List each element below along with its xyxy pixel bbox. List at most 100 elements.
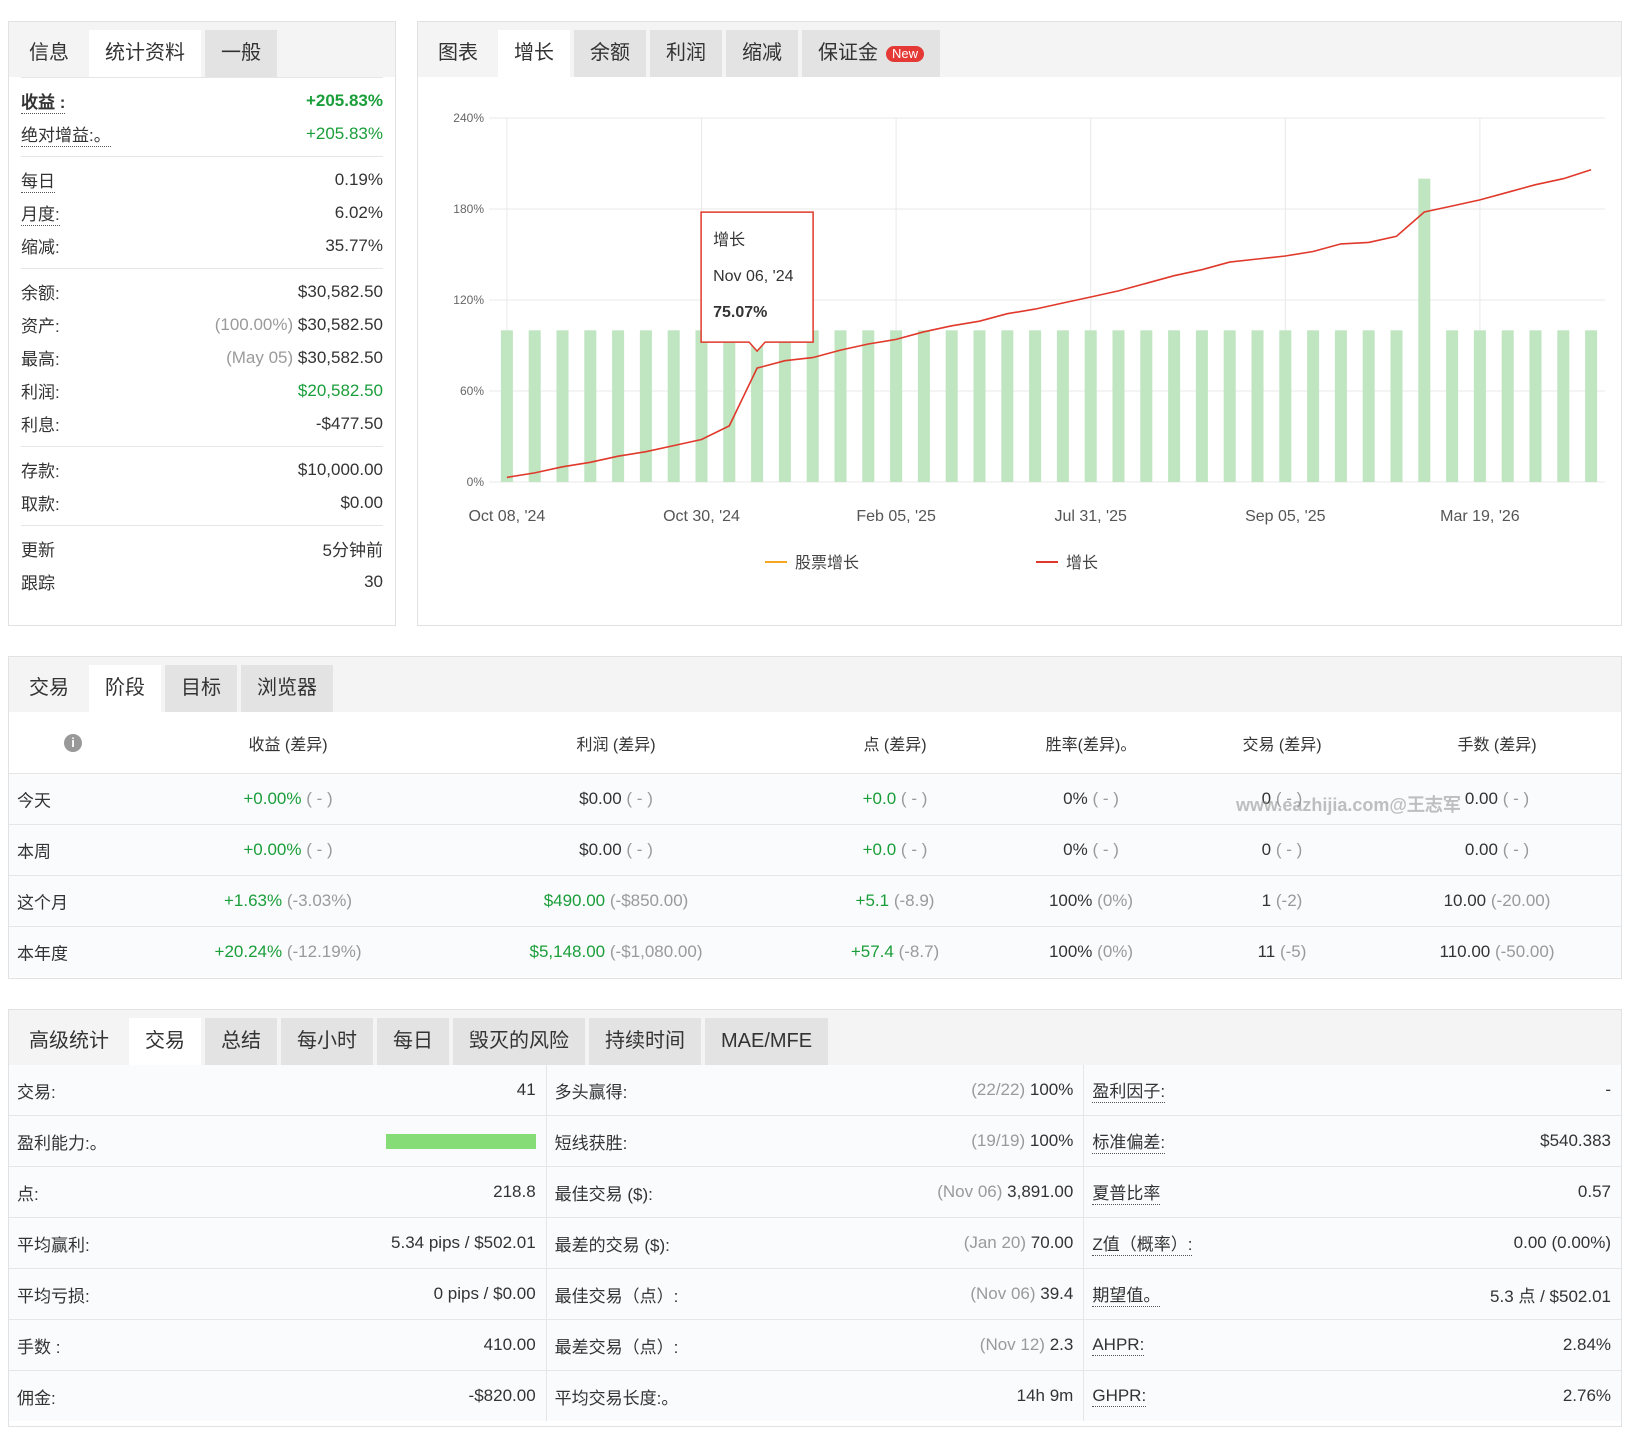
- x-tick-label: Mar 19, '26: [1440, 508, 1520, 525]
- x-tick-label: Jul 31, '25: [1054, 508, 1127, 525]
- value-wrap: 5.34 pips / $502.01: [391, 1233, 536, 1253]
- tab[interactable]: 缩减: [726, 30, 798, 77]
- stat-label: 跟踪: [21, 574, 55, 593]
- stats-cell: 多头赢得: (22/22) 100%: [545, 1065, 1084, 1115]
- bar: [1390, 330, 1403, 482]
- period-panel: 交易 阶段 目标 浏览器 i 收益 (差异) 利润 (差异) 点 (差异) 胜率(差异)。 交易 …: [8, 656, 1622, 979]
- value: 41: [516, 1080, 536, 1099]
- stat-label: 月度:: [21, 200, 60, 226]
- delta: ( - ): [1275, 840, 1303, 859]
- tab[interactable]: 阶段: [89, 665, 161, 712]
- stats-row: 手数 : 410.00 最差交易（点）: (Nov 12) 2.3 AHPR: 2.84%: [9, 1319, 1621, 1370]
- stat-label: 利润:: [21, 383, 60, 402]
- bar: [1168, 330, 1181, 482]
- tab[interactable]: 目标: [165, 665, 237, 712]
- stats-cell: 盈利因子: -: [1083, 1065, 1621, 1115]
- value: 100%: [1029, 1131, 1074, 1150]
- delta: (0%): [1097, 891, 1134, 910]
- bar: [751, 330, 764, 482]
- value: 35.77%: [325, 235, 383, 255]
- x-tick-label: Feb 05, '25: [856, 508, 936, 525]
- value-wrap: 14h 9m: [1017, 1386, 1074, 1406]
- value: 14h 9m: [1016, 1386, 1074, 1405]
- stat-label: 手数 :: [17, 1337, 61, 1357]
- table-cell: 0% ( - ): [1063, 789, 1119, 809]
- value-wrap: $10,000.00: [298, 460, 383, 480]
- line: [506, 169, 1592, 479]
- stat-label: 平均亏损:: [17, 1286, 90, 1306]
- stat-label: 缩减:: [21, 238, 60, 257]
- value: $0.00: [340, 492, 383, 512]
- value-wrap: 6.02%: [335, 203, 383, 223]
- tab[interactable]: 毁灭的风险: [453, 1018, 585, 1065]
- tab-label: 目标: [181, 677, 221, 699]
- tab[interactable]: 交易: [129, 1018, 201, 1065]
- value: $30,582.50: [297, 314, 383, 334]
- stats-cell: 点: 218.8: [9, 1167, 546, 1217]
- stats-cell: AHPR: 2.84%: [1083, 1320, 1621, 1370]
- stats-cell: 最佳交易 ($): (Nov 06) 3,891.00: [545, 1167, 1084, 1217]
- stat-label: 平均交易长度:。: [554, 1388, 679, 1408]
- table-cell: $490.00 (-$850.00): [544, 891, 689, 911]
- table-row: 本年度 +20.24% (-12.19%) $5,148.00 (-$1,080.0…: [9, 926, 1621, 977]
- stats-cell: 佣金: -$820.00: [9, 1371, 546, 1421]
- tab[interactable]: 利润: [650, 30, 722, 77]
- tab[interactable]: 浏览器: [241, 665, 333, 712]
- bar: [1557, 330, 1570, 482]
- tab[interactable]: 总结: [205, 1018, 277, 1065]
- table-cell: 0 ( - ): [1262, 840, 1303, 860]
- value: +205.83%: [305, 90, 383, 110]
- section-title: 图表: [422, 30, 494, 77]
- bar: [778, 330, 791, 482]
- tab[interactable]: 每日: [377, 1018, 449, 1065]
- table-cell: 0% ( - ): [1063, 840, 1119, 860]
- delta: ( - ): [1092, 840, 1119, 859]
- tab[interactable]: 持续时间: [589, 1018, 701, 1065]
- stat-label: 期望值。: [1092, 1281, 1161, 1307]
- tab-label: 一般: [221, 42, 261, 64]
- tab[interactable]: 一般: [205, 30, 277, 77]
- tab-label: 信息: [29, 42, 69, 64]
- bar: [723, 330, 736, 482]
- value: 0.00 (0.00%): [1513, 1233, 1612, 1252]
- column-header: 手数 (差异): [1457, 736, 1537, 754]
- stat-label: 取款:: [21, 495, 60, 514]
- value: 5.3 点 / $502.01: [1490, 1286, 1612, 1306]
- bar: [639, 330, 652, 482]
- info-icon[interactable]: i: [64, 733, 82, 752]
- tab[interactable]: 保证金 New: [802, 30, 941, 77]
- stat-label: 最差交易（点）:: [554, 1337, 679, 1357]
- tab[interactable]: 余额: [574, 30, 646, 77]
- tab[interactable]: MAE/MFE: [705, 1018, 829, 1065]
- value: 2.84%: [1562, 1335, 1612, 1354]
- stats-row: 交易: 41 多头赢得: (22/22) 100% 盈利因子: -: [9, 1065, 1621, 1115]
- tab-label: 交易: [29, 677, 69, 699]
- value: 1: [1261, 891, 1272, 910]
- value-wrap: 5分钟前: [323, 536, 383, 561]
- delta: (-5): [1279, 942, 1307, 961]
- delta: ( - ): [306, 789, 333, 808]
- column-header: 点 (差异): [863, 736, 927, 754]
- delta: (-$850.00): [609, 891, 689, 910]
- value-wrap: 30: [364, 572, 383, 592]
- row-label: 今天: [17, 791, 51, 811]
- x-tick-label: Oct 30, '24: [663, 508, 740, 525]
- note: (Nov 12): [979, 1335, 1045, 1354]
- stat-label: 每日: [21, 167, 55, 193]
- bar: [612, 330, 625, 482]
- value-wrap: +205.83%: [306, 124, 383, 144]
- tab[interactable]: 增长: [498, 30, 570, 77]
- bar: [695, 330, 708, 482]
- note: (Nov 06): [970, 1284, 1036, 1303]
- value: $540.383: [1540, 1131, 1612, 1150]
- bar: [1418, 178, 1431, 482]
- tab[interactable]: 每小时: [281, 1018, 373, 1065]
- tab[interactable]: 统计资料: [89, 30, 201, 77]
- value: 100%: [1029, 1080, 1074, 1099]
- delta: (-2): [1275, 891, 1303, 910]
- y-tick-label: 60%: [460, 384, 484, 398]
- stat-label: 短线获胜:: [554, 1133, 628, 1153]
- x-tick-label: Sep 05, '25: [1245, 508, 1326, 525]
- bar: [1084, 330, 1097, 482]
- value-wrap: (Nov 06) 3,891.00: [937, 1182, 1073, 1202]
